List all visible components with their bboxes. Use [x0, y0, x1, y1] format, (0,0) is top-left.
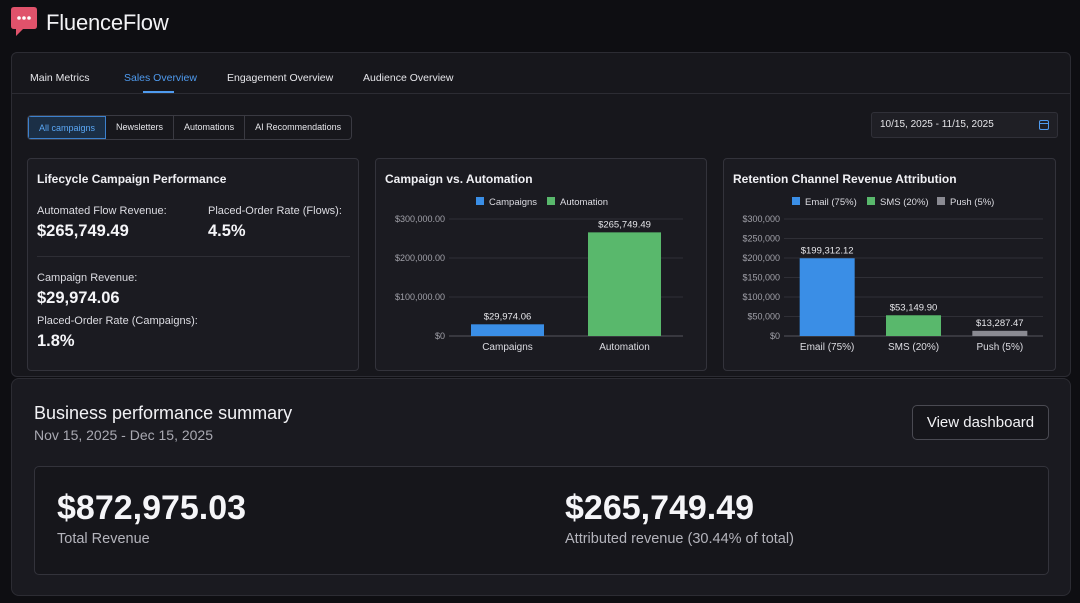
- active-tab-indicator: [143, 91, 174, 93]
- filter-automations[interactable]: Automations: [174, 116, 246, 139]
- placed-order-rate-flows-label: Placed-Order Rate (Flows):: [208, 205, 342, 217]
- attributed-revenue-label: Attributed revenue (30.44% of total): [565, 531, 794, 547]
- bar-value-label: $29,974.06: [484, 311, 532, 322]
- total-revenue-value: $872,975.03: [57, 489, 247, 527]
- view-dashboard-button[interactable]: View dashboard: [912, 405, 1049, 440]
- placed-order-rate-campaigns-value: 1.8%: [37, 332, 75, 350]
- bar: [972, 330, 1028, 336]
- date-range-value: 10/15, 2025 - 11/15, 2025: [880, 119, 994, 130]
- y-tick-label: $150,000: [742, 273, 780, 283]
- legend-swatch: [547, 197, 555, 205]
- tab-main-metrics[interactable]: Main Metrics: [30, 72, 90, 84]
- tab-audience-overview[interactable]: Audience Overview: [363, 72, 454, 84]
- app-title: FluenceFlow: [46, 10, 169, 35]
- y-tick-label: $0: [770, 331, 780, 341]
- y-tick-label: $0: [435, 331, 445, 341]
- legend-swatch: [937, 197, 945, 205]
- lifecycle-card-title: Lifecycle Campaign Performance: [37, 172, 227, 186]
- bar: [799, 258, 855, 336]
- bar: [886, 315, 941, 336]
- y-tick-label: $50,000: [747, 312, 780, 322]
- legend-swatch: [792, 197, 800, 205]
- legend-swatch: [867, 197, 875, 205]
- metrics-divider: [37, 256, 350, 257]
- campaign-vs-automation-card: Campaign vs. Automation Campaigns Automat…: [375, 158, 707, 371]
- summary-title: Business performance summary: [34, 403, 293, 423]
- legend-label: Campaigns: [489, 197, 537, 208]
- campaign-vs-automation-chart: Campaigns Automation $0 $100,000.00 $200,000…: [395, 197, 683, 353]
- summary-dates: Nov 15, 2025 - Dec 15, 2025: [34, 427, 214, 443]
- y-tick-label: $300,000: [742, 214, 780, 224]
- bar: [471, 324, 544, 336]
- y-tick-label: $200,000: [742, 253, 780, 263]
- date-range-picker[interactable]: 10/15, 2025 - 11/15, 2025: [871, 112, 1058, 138]
- chat-bubble-icon: [10, 6, 38, 40]
- bar-value-label: $265,749.49: [598, 219, 651, 230]
- legend-label: SMS (20%): [880, 197, 929, 208]
- attributed-revenue-value: $265,749.49: [565, 489, 755, 527]
- x-tick-label: Push (5%): [976, 342, 1023, 353]
- bar-value-label: $199,312.12: [801, 245, 854, 256]
- bar-value-label: $13,287.47: [976, 318, 1024, 329]
- campaign-filter-group: All campaigns Newsletters Automations AI…: [27, 115, 353, 140]
- campaign-revenue-label: Campaign Revenue:: [37, 272, 138, 284]
- lifecycle-card: Lifecycle Campaign Performance Automated…: [27, 158, 359, 371]
- legend-swatch: [476, 197, 484, 205]
- campaign-vs-automation-title: Campaign vs. Automation: [385, 172, 533, 186]
- x-tick-label: Automation: [599, 342, 650, 353]
- legend-label: Automation: [560, 197, 608, 208]
- retention-channel-chart: Email (75%) SMS (20%) Push (5%) $0 $50,000 $1…: [742, 197, 1043, 353]
- total-revenue-label: Total Revenue: [57, 531, 150, 547]
- calendar-icon[interactable]: [1039, 120, 1049, 130]
- x-tick-label: SMS (20%): [888, 342, 939, 353]
- tab-engagement-overview[interactable]: Engagement Overview: [227, 72, 334, 84]
- placed-order-rate-flows-value: 4.5%: [208, 222, 246, 240]
- legend-label: Push (5%): [950, 197, 994, 208]
- y-tick-label: $250,000: [742, 234, 780, 244]
- legend-label: Email (75%): [805, 197, 857, 208]
- tab-sales-overview[interactable]: Sales Overview: [124, 72, 197, 84]
- filter-all-campaigns[interactable]: All campaigns: [28, 116, 107, 139]
- app-logo: FluenceFlow: [10, 6, 169, 40]
- y-tick-label: $300,000.00: [395, 214, 445, 224]
- x-tick-label: Email (75%): [800, 342, 854, 353]
- y-tick-label: $100,000.00: [395, 292, 445, 302]
- bar-value-label: $53,149.90: [890, 302, 938, 313]
- summary-metrics-box: $872,975.03 Total Revenue $265,749.49 At…: [34, 466, 1049, 575]
- main-panel: Main Metrics Sales Overview Engagement O…: [11, 52, 1071, 377]
- placed-order-rate-campaigns-label: Placed-Order Rate (Campaigns):: [37, 315, 198, 327]
- tab-bar: Main Metrics Sales Overview Engagement O…: [12, 53, 1070, 94]
- business-summary-panel: Business performance summary Nov 15, 202…: [11, 378, 1071, 596]
- x-tick-label: Campaigns: [482, 342, 533, 353]
- automated-flow-revenue-value: $265,749.49: [37, 222, 129, 240]
- bar: [588, 232, 661, 336]
- retention-channel-title: Retention Channel Revenue Attribution: [733, 172, 957, 186]
- filter-newsletters[interactable]: Newsletters: [106, 116, 175, 139]
- retention-channel-card: Retention Channel Revenue Attribution Em…: [723, 158, 1056, 371]
- y-tick-label: $200,000.00: [395, 253, 445, 263]
- campaign-revenue-value: $29,974.06: [37, 289, 120, 307]
- automated-flow-revenue-label: Automated Flow Revenue:: [37, 205, 167, 217]
- filter-ai-recommendations[interactable]: AI Recommendations: [255, 122, 342, 132]
- y-tick-label: $100,000: [742, 292, 780, 302]
